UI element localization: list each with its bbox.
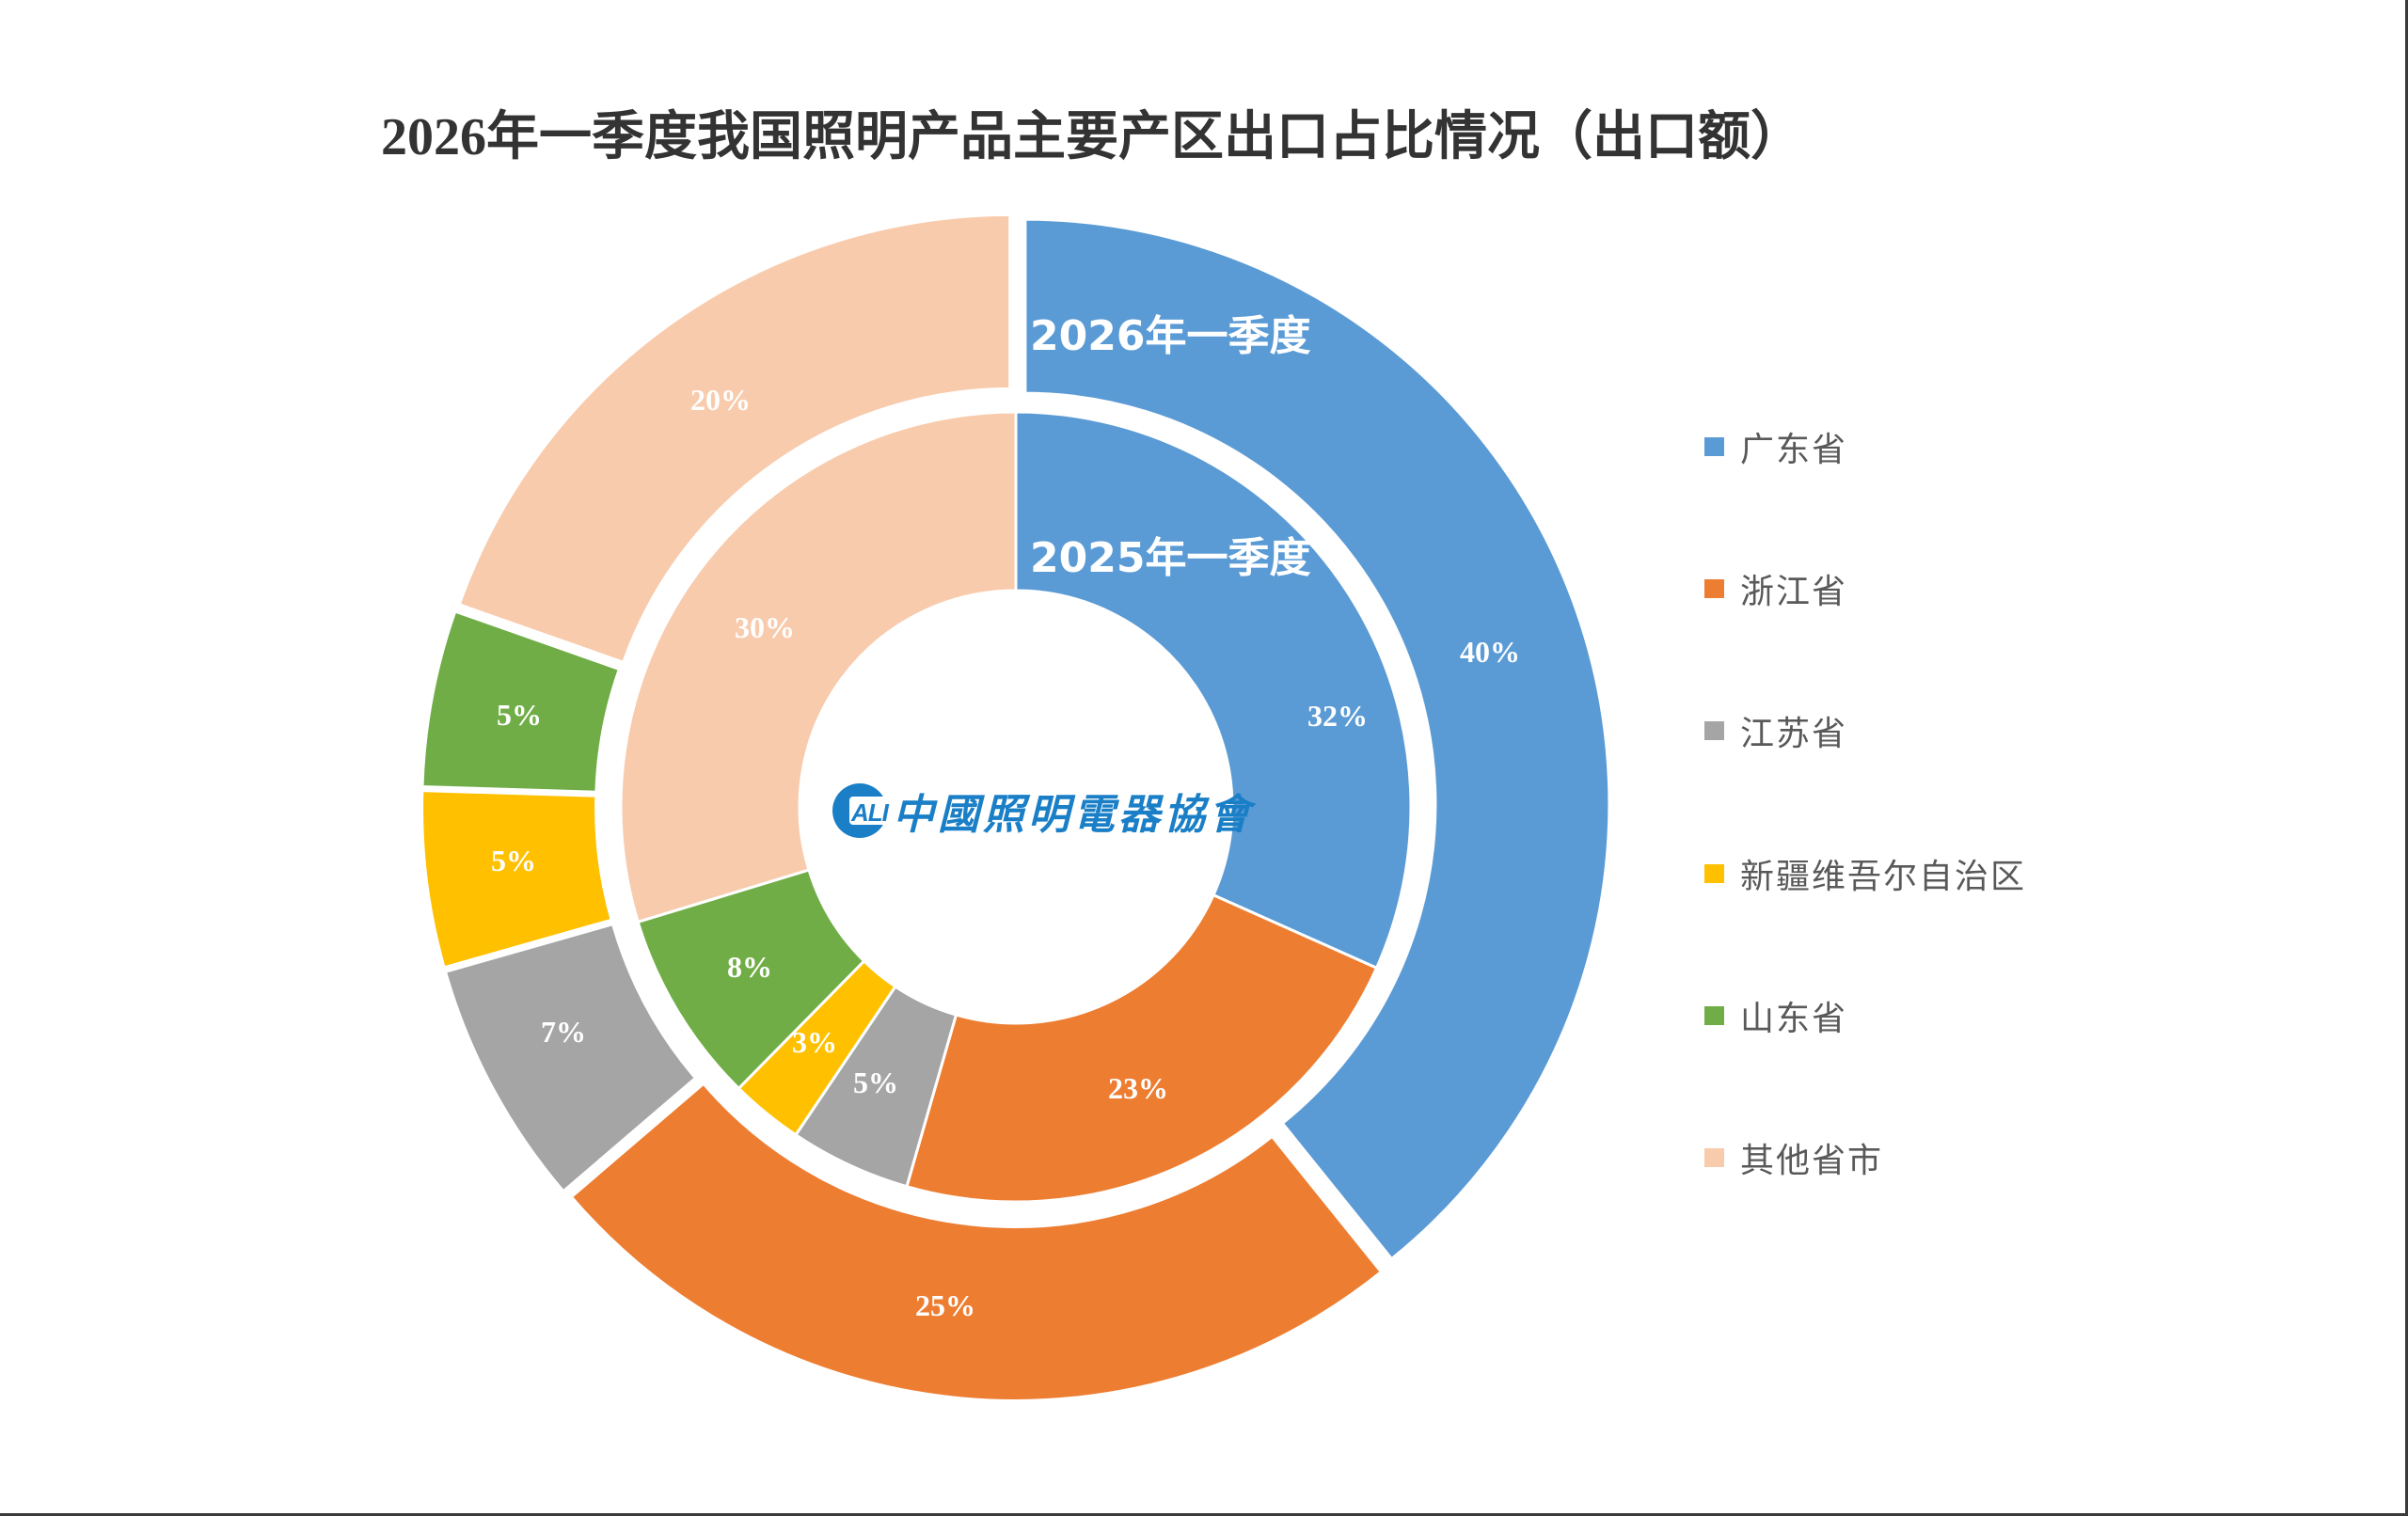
legend-label: 其他省市	[1740, 1142, 1884, 1179]
chart-title: 2026年一季度我国照明产品主要产区出口占比情况（出口额）	[381, 108, 1803, 166]
inner-slice-zhejiang	[905, 892, 1379, 1204]
inner-ring-2025	[619, 410, 1413, 1204]
legend-label: 新疆维吾尔自治区	[1740, 858, 2027, 895]
legend-item-jiangsu: 江苏省	[1704, 706, 1847, 755]
cali-logo: ALI 中國照明電器協會	[832, 781, 1254, 841]
inner-slice-others	[619, 410, 1018, 924]
legend-item-zhejiang: 浙江省	[1704, 564, 1847, 613]
outer-slice-guangdong	[1022, 216, 1612, 1263]
inner-slice-guangdong	[1014, 410, 1413, 971]
legend-label: 山东省	[1740, 1000, 1848, 1037]
legend-label: 广东省	[1740, 431, 1848, 468]
legend-item-xinjiang: 新疆维吾尔自治区	[1704, 849, 2026, 898]
legend-label: 江苏省	[1740, 715, 1848, 752]
outer-ring-2026	[420, 212, 1612, 1403]
outer-label-others: 20%	[690, 383, 751, 417]
outer-slice-shandong	[420, 608, 623, 795]
frame-border-right	[2405, 0, 2408, 1516]
outer-label-shandong: 5%	[497, 698, 542, 732]
outer-slice-jiangsu	[442, 921, 699, 1195]
logo-abbr: ALI	[851, 798, 889, 827]
inner-label-jiangsu: 5%	[853, 1066, 898, 1099]
inner-label-zhejiang: 23%	[1108, 1071, 1168, 1105]
inner-label-guangdong: 32%	[1307, 699, 1368, 733]
inner-label-others: 30%	[735, 610, 795, 644]
legend-swatch-icon	[1704, 437, 1724, 456]
outer-label-jiangsu: 7%	[541, 1015, 586, 1049]
legend-item-shandong: 山东省	[1704, 991, 1847, 1040]
legend-swatch-icon	[1704, 1148, 1724, 1167]
outer-slice-zhejiang	[567, 1080, 1385, 1403]
legend-swatch-icon	[1704, 721, 1724, 740]
outer-slice-xinjiang	[420, 788, 615, 971]
logo-text: 中國照明電器協會	[893, 791, 1254, 839]
inner-label-xinjiang: 3%	[792, 1025, 837, 1059]
frame-border-bottom	[0, 1513, 2408, 1516]
legend-swatch-icon	[1704, 864, 1724, 883]
inner-ring-title: 2025年一季度	[1030, 534, 1310, 582]
outer-slice-others	[456, 212, 1013, 666]
outer-ring-title: 2026年一季度	[1030, 312, 1310, 360]
legend-item-guangdong: 广东省	[1704, 422, 1847, 471]
legend-label: 浙江省	[1740, 573, 1848, 610]
cali-logo-mark-icon: ALI	[832, 783, 889, 838]
outer-label-xinjiang: 5%	[491, 844, 536, 877]
legend-item-others: 其他省市	[1704, 1133, 1883, 1182]
legend-swatch-icon	[1704, 1006, 1724, 1025]
inner-label-shandong: 8%	[727, 950, 772, 984]
legend-swatch-icon	[1704, 579, 1724, 598]
outer-label-zhejiang: 25%	[915, 1288, 975, 1322]
outer-label-guangdong: 40%	[1460, 635, 1520, 669]
percent-labels: 40% 25% 7% 5% 5% 20% 32% 23% 5% 3% 8% 30%	[491, 383, 1520, 1322]
